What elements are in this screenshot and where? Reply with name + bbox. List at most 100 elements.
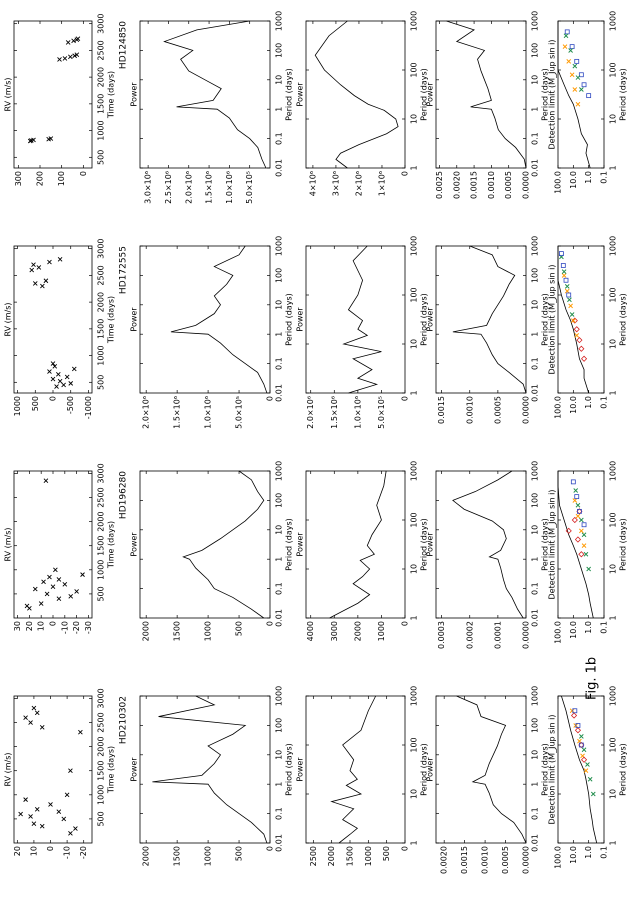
plot-frame [557,695,605,844]
y-axis-label: RV (m/s) [4,302,13,336]
data-point [31,705,37,711]
data-point [47,369,52,374]
y-tick-label: 1000 [364,846,373,866]
y-tick-label: 0 [49,621,58,626]
x-tick-label: 1000 [410,461,419,481]
x-axis-label: Period (days) [420,293,429,346]
y-axis-label: Power [296,82,305,107]
y-tick-label: 5.0×10⁵ [377,396,386,429]
y-axis-label: Detection limit (M_Jup sin i) [548,40,557,150]
y-tick-label: 2000 [142,621,151,641]
y-tick-label: 10.0 [569,621,578,639]
y-tick-label: 0.0000 [522,171,531,199]
data-point [68,593,74,599]
data-point [567,297,572,303]
star-name: HD172555 [119,246,129,294]
data-point [74,52,80,57]
data-point [23,797,28,802]
data-point [71,366,77,372]
x-tick-label: 3000 [97,238,106,258]
data-point [575,101,581,107]
x-tick-label: 1500 [97,761,106,781]
plot-frame [435,245,527,394]
y-tick-label: 1.5×10⁶ [205,171,214,204]
data-point [581,522,587,528]
x-tick-label: 1000 [609,236,618,256]
x-tick-label: 1000 [410,686,419,706]
x-tick-label: 1 [275,332,284,337]
panel: 0.01 0.1 1 10 100 1000 0.0000 0.0005 0.0010 0.001… [426,686,550,874]
data-point [61,816,67,822]
plot-frame [13,245,93,394]
y-tick-label: 500 [31,396,40,411]
data-point [578,345,585,352]
data-line [452,245,527,394]
y-tick-label: 3000 [330,621,339,641]
x-tick-label: 0.1 [531,132,540,145]
data-point [570,712,578,719]
panel: 0.01 0.1 1 10 100 1000 0 500 1000 1500 2000 Period … [130,686,294,867]
panel: 1 10 100 1000 0 500 1000 1500 2000 2500 Period (da… [296,686,429,867]
data-point [571,317,578,324]
x-tick-label: 100 [609,737,618,752]
x-axis-label: Period (days) [619,518,628,571]
data-point [71,38,76,44]
panel: 1 10 100 1000 0.1 1.0 10.0 100.0 Period (days) De… [548,461,628,644]
data-point [43,478,49,483]
x-tick-label: 1 [410,390,419,395]
data-point [581,543,587,548]
y-tick-label: 100 [57,171,66,186]
y-tick-label: 1.0×10⁶ [353,396,362,429]
y-tick-label: 2×10⁶ [354,171,363,196]
data-point [569,44,575,50]
x-tick-label: 1000 [97,120,106,140]
x-tick-label: 1000 [275,236,284,256]
x-axis-label: Period (days) [541,743,550,796]
data-point [43,278,49,284]
x-tick-label: 10 [410,339,419,349]
y-tick-label: 0 [401,171,410,176]
data-point [36,265,42,270]
y-axis-label: Power [296,532,305,557]
data-point [562,44,568,49]
y-axis-label: Detection limit (M_Jup sin i) [548,490,557,600]
x-tick-label: 100 [275,43,284,58]
data-point [581,82,587,88]
data-point [571,516,578,524]
data-point [579,734,584,739]
y-axis-label: RV (m/s) [4,527,13,561]
y-tick-label: 0.1 [600,846,609,859]
x-tick-label: 10 [609,114,618,124]
y-tick-label: -10 [60,621,69,634]
data-point [581,747,587,753]
plot-frame [435,695,527,844]
y-tick-label: 0.0000 [522,846,531,874]
y-tick-label: -10 [63,846,72,859]
data-point [581,532,587,538]
data-point [56,577,62,582]
y-tick-label: -500 [66,396,75,414]
y-tick-label: 0.0002 [465,621,474,649]
y-tick-label: 500 [235,846,244,861]
y-tick-label: 0.0003 [437,621,446,649]
x-tick-label: 1 [531,557,540,562]
x-tick-label: 100 [531,268,540,283]
x-tick-label: 10 [531,75,540,85]
data-point [44,591,50,597]
plot-frame [139,20,271,169]
x-tick-label: 1 [275,107,284,112]
data-line [170,245,268,394]
data-point [574,727,582,734]
data-point [590,791,596,797]
data-point [573,488,579,493]
y-tick-label: 1000 [377,621,386,641]
x-tick-label: 500 [97,150,106,165]
y-tick-label: 0.0020 [440,846,449,874]
data-point [56,371,61,377]
data-point [18,811,23,817]
plot-frame [139,470,271,619]
x-tick-label: 0.1 [531,357,540,370]
x-tick-label: 10 [531,300,540,310]
x-tick-label: 100 [410,512,419,527]
